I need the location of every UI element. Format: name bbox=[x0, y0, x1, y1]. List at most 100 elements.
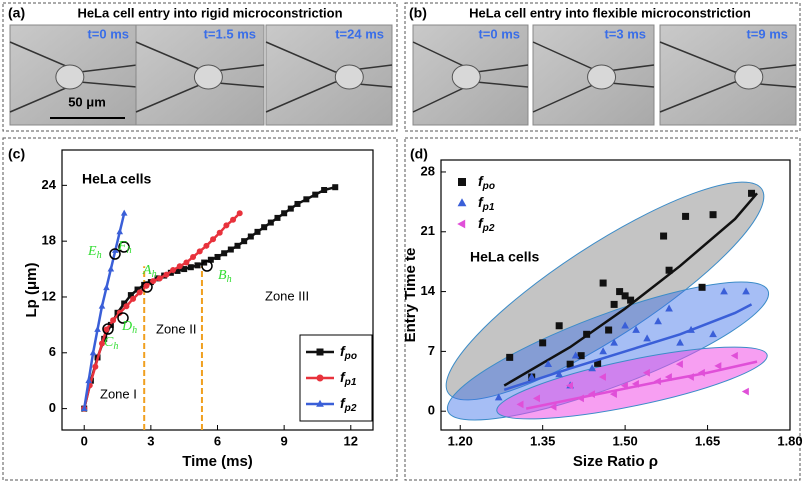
marker bbox=[742, 287, 750, 295]
marker bbox=[92, 363, 99, 370]
marker bbox=[686, 373, 694, 381]
marker bbox=[241, 238, 248, 245]
panel-d-frame bbox=[404, 137, 801, 481]
series-line bbox=[82, 212, 126, 409]
marker bbox=[621, 321, 629, 329]
marker bbox=[748, 189, 756, 197]
marker bbox=[730, 351, 738, 360]
legend: fpo fp1 fp2 bbox=[299, 334, 373, 422]
marker bbox=[116, 228, 124, 235]
marker bbox=[676, 338, 684, 346]
marker bbox=[112, 246, 119, 253]
marker bbox=[236, 210, 243, 217]
marker bbox=[506, 353, 514, 361]
marker bbox=[598, 373, 606, 381]
highlight-ring bbox=[201, 260, 213, 272]
marker bbox=[89, 349, 97, 356]
marker bbox=[163, 271, 170, 278]
marker bbox=[544, 360, 553, 368]
marker bbox=[267, 219, 274, 226]
marker bbox=[234, 242, 241, 249]
marker bbox=[627, 296, 635, 304]
marker bbox=[123, 303, 130, 310]
marker bbox=[187, 264, 194, 271]
point-label: Fh bbox=[117, 239, 132, 256]
panel-a-frame bbox=[2, 2, 398, 132]
channel-wall bbox=[265, 41, 393, 73]
marker bbox=[599, 279, 607, 287]
legend-label: fpo bbox=[478, 173, 495, 192]
marker bbox=[294, 200, 301, 207]
marker bbox=[682, 212, 690, 220]
marker bbox=[150, 278, 157, 285]
marker bbox=[127, 292, 134, 299]
marker bbox=[183, 259, 190, 266]
y-tick-label: 14 bbox=[421, 283, 436, 298]
marker bbox=[458, 178, 466, 186]
marker bbox=[121, 300, 128, 307]
plot-frame bbox=[440, 159, 791, 431]
frame-time: t=0 ms bbox=[87, 26, 129, 41]
marker bbox=[642, 368, 650, 377]
point-label: Ch bbox=[104, 335, 118, 352]
x-axis-label: Time (ms) bbox=[182, 453, 253, 470]
marker bbox=[609, 390, 617, 398]
marker bbox=[316, 348, 324, 356]
micrograph bbox=[265, 24, 393, 126]
marker bbox=[594, 359, 602, 367]
marker bbox=[583, 330, 591, 338]
x-tick-label: 1.65 bbox=[695, 433, 720, 448]
micrographs bbox=[9, 24, 797, 126]
legend-label: fp1 bbox=[478, 194, 495, 213]
highlight-ring bbox=[117, 312, 129, 324]
cell bbox=[734, 64, 764, 90]
marker bbox=[107, 265, 115, 272]
marker bbox=[214, 253, 221, 260]
annotation: Zone I bbox=[100, 386, 137, 401]
marker bbox=[110, 317, 117, 324]
marker bbox=[665, 304, 673, 312]
marker bbox=[181, 266, 188, 273]
frame-time: t=3 ms bbox=[604, 26, 646, 41]
marker bbox=[207, 256, 214, 263]
marker bbox=[103, 284, 110, 291]
y-tick-label: 12 bbox=[42, 288, 56, 303]
annotation: HeLa cells bbox=[470, 249, 539, 265]
highlight-ring bbox=[141, 281, 153, 293]
marker bbox=[194, 262, 201, 269]
marker bbox=[221, 250, 228, 257]
marker bbox=[577, 352, 585, 360]
marker bbox=[565, 381, 573, 390]
marker bbox=[697, 368, 705, 377]
marker bbox=[576, 394, 584, 403]
marker bbox=[643, 334, 651, 342]
marker bbox=[316, 374, 324, 382]
scale-label: 50 μm bbox=[68, 94, 106, 109]
legend-label: fp2 bbox=[478, 215, 495, 234]
frame-time: t=24 ms bbox=[335, 26, 384, 41]
marker bbox=[227, 246, 234, 253]
marker bbox=[176, 263, 183, 270]
marker bbox=[94, 325, 101, 332]
point-label: Bh bbox=[218, 268, 232, 285]
marker bbox=[457, 198, 467, 207]
marker bbox=[130, 295, 137, 302]
marker bbox=[660, 232, 668, 240]
marker bbox=[664, 373, 672, 381]
panel-label: (b) bbox=[409, 5, 427, 21]
marker bbox=[549, 403, 557, 411]
legend-label: fpo bbox=[340, 343, 357, 362]
y-tick-label: 7 bbox=[428, 343, 435, 358]
marker bbox=[610, 338, 618, 346]
marker bbox=[210, 236, 217, 243]
marker bbox=[321, 187, 328, 193]
y-tick-label: 28 bbox=[421, 163, 435, 178]
marker bbox=[527, 372, 536, 380]
x-tick-label: 0 bbox=[81, 433, 88, 448]
cell bbox=[334, 64, 364, 90]
marker bbox=[653, 377, 661, 386]
series-line bbox=[82, 212, 241, 409]
x-tick-label: 12 bbox=[344, 433, 358, 448]
marker bbox=[709, 211, 717, 219]
x-tick-label: 9 bbox=[281, 433, 288, 448]
